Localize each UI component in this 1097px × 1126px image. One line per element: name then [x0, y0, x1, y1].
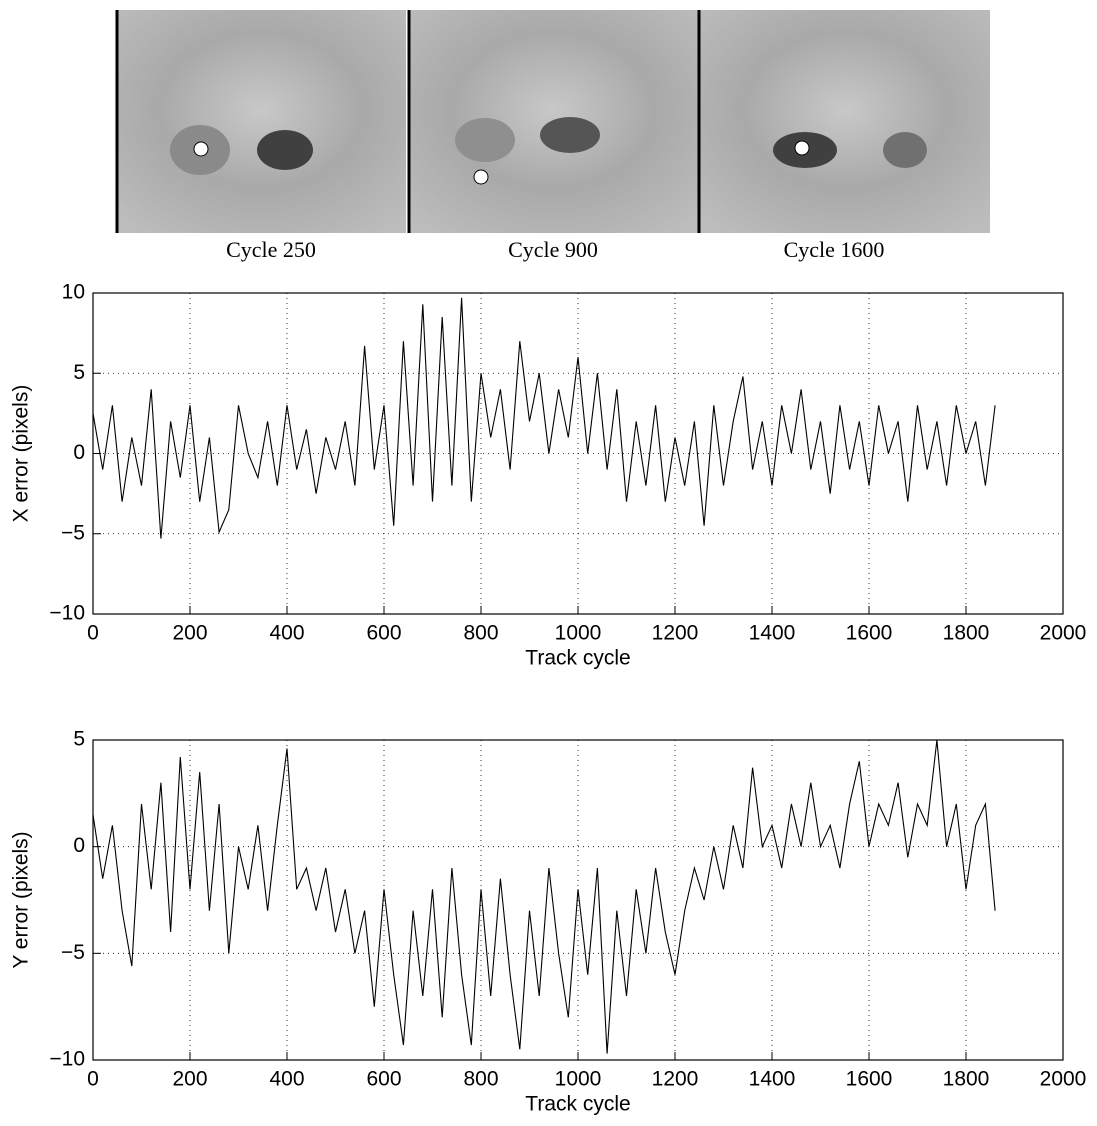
image-panel [407, 10, 698, 233]
y-axis-label: Y error (pixels) [10, 831, 33, 968]
y-tick-label: 10 [62, 281, 85, 304]
x-tick-label: 1000 [555, 1068, 602, 1091]
x-tick-label: 800 [463, 1068, 498, 1091]
y-tick-label: −10 [49, 602, 85, 625]
image-panel [115, 10, 406, 233]
y-tick-label: 5 [73, 728, 85, 751]
x-tick-label: 400 [269, 1068, 304, 1091]
x-tick-label: 200 [172, 1068, 207, 1091]
y-tick-label: 0 [73, 441, 85, 464]
x-tick-label: 1000 [555, 622, 602, 645]
image-caption: Cycle 1600 [784, 237, 885, 262]
plot-frame [92, 292, 1064, 615]
x-tick-label: 800 [463, 622, 498, 645]
x-tick-label: 200 [172, 622, 207, 645]
x-tick-label: 1200 [652, 622, 699, 645]
x-tick-label: 1400 [749, 622, 796, 645]
x-tick-label: 600 [366, 1068, 401, 1091]
x-tick-label: 1800 [943, 622, 990, 645]
data-line [92, 739, 996, 1054]
x-tick-label: 2000 [1040, 1068, 1087, 1091]
y-tick-label: −5 [61, 941, 85, 964]
x-tick-label: 1400 [749, 1068, 796, 1091]
x-tick-label: 400 [269, 622, 304, 645]
plot-frame [92, 739, 1064, 1061]
image-panel [697, 10, 990, 233]
x-axis-label: Track cycle [525, 1093, 630, 1116]
x-axis-label: Track cycle [525, 647, 630, 670]
y-axis-label: X error (pixels) [10, 385, 33, 523]
image-caption: Cycle 900 [508, 237, 598, 262]
x-tick-label: 2000 [1040, 622, 1087, 645]
x-tick-label: 1600 [846, 622, 893, 645]
y-tick-label: −10 [49, 1048, 85, 1071]
x-tick-label: 1200 [652, 1068, 699, 1091]
y-tick-label: 0 [73, 834, 85, 857]
x-tick-label: 1800 [943, 1068, 990, 1091]
x-tick-label: 600 [366, 622, 401, 645]
data-line [92, 297, 996, 539]
y-tick-label: 5 [73, 361, 85, 384]
y-tick-label: −5 [61, 521, 85, 544]
x-tick-label: 0 [87, 622, 99, 645]
x-tick-label: 0 [87, 1068, 99, 1091]
x-tick-label: 1600 [846, 1068, 893, 1091]
image-caption: Cycle 250 [226, 237, 316, 262]
